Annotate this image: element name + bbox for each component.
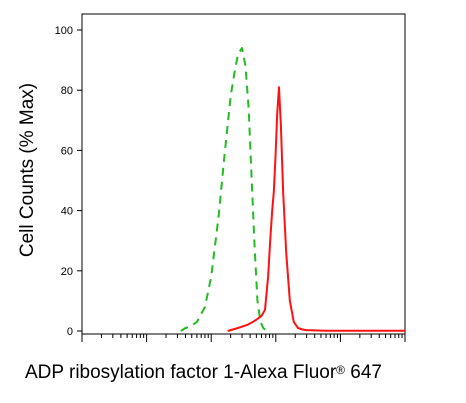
y-tick-label: 80 bbox=[61, 85, 73, 97]
x-axis-label-suffix: 647 bbox=[345, 362, 382, 383]
series-line-solid bbox=[227, 86, 405, 332]
plot-border bbox=[81, 13, 406, 335]
plot-frame bbox=[81, 13, 406, 335]
y-tick-label: 40 bbox=[61, 206, 73, 218]
y-axis: 0 20 40 60 80 100 bbox=[55, 25, 82, 338]
registered-mark: ® bbox=[336, 363, 346, 377]
x-axis-label: ADP ribosylation factor 1-Alexa Fluor® 6… bbox=[25, 362, 382, 384]
series-line-dashed bbox=[180, 47, 268, 332]
y-tick-label: 100 bbox=[55, 25, 73, 37]
y-tick-label: 20 bbox=[61, 266, 73, 278]
y-tick-label: 0 bbox=[67, 326, 73, 338]
y-tick-label: 60 bbox=[61, 145, 73, 157]
x-axis bbox=[81, 334, 406, 342]
series-layer bbox=[180, 47, 405, 332]
x-axis-label-text: ADP ribosylation factor 1-Alexa Fluor bbox=[25, 362, 337, 383]
y-axis-label: Cell Counts (% Max) bbox=[17, 82, 38, 258]
